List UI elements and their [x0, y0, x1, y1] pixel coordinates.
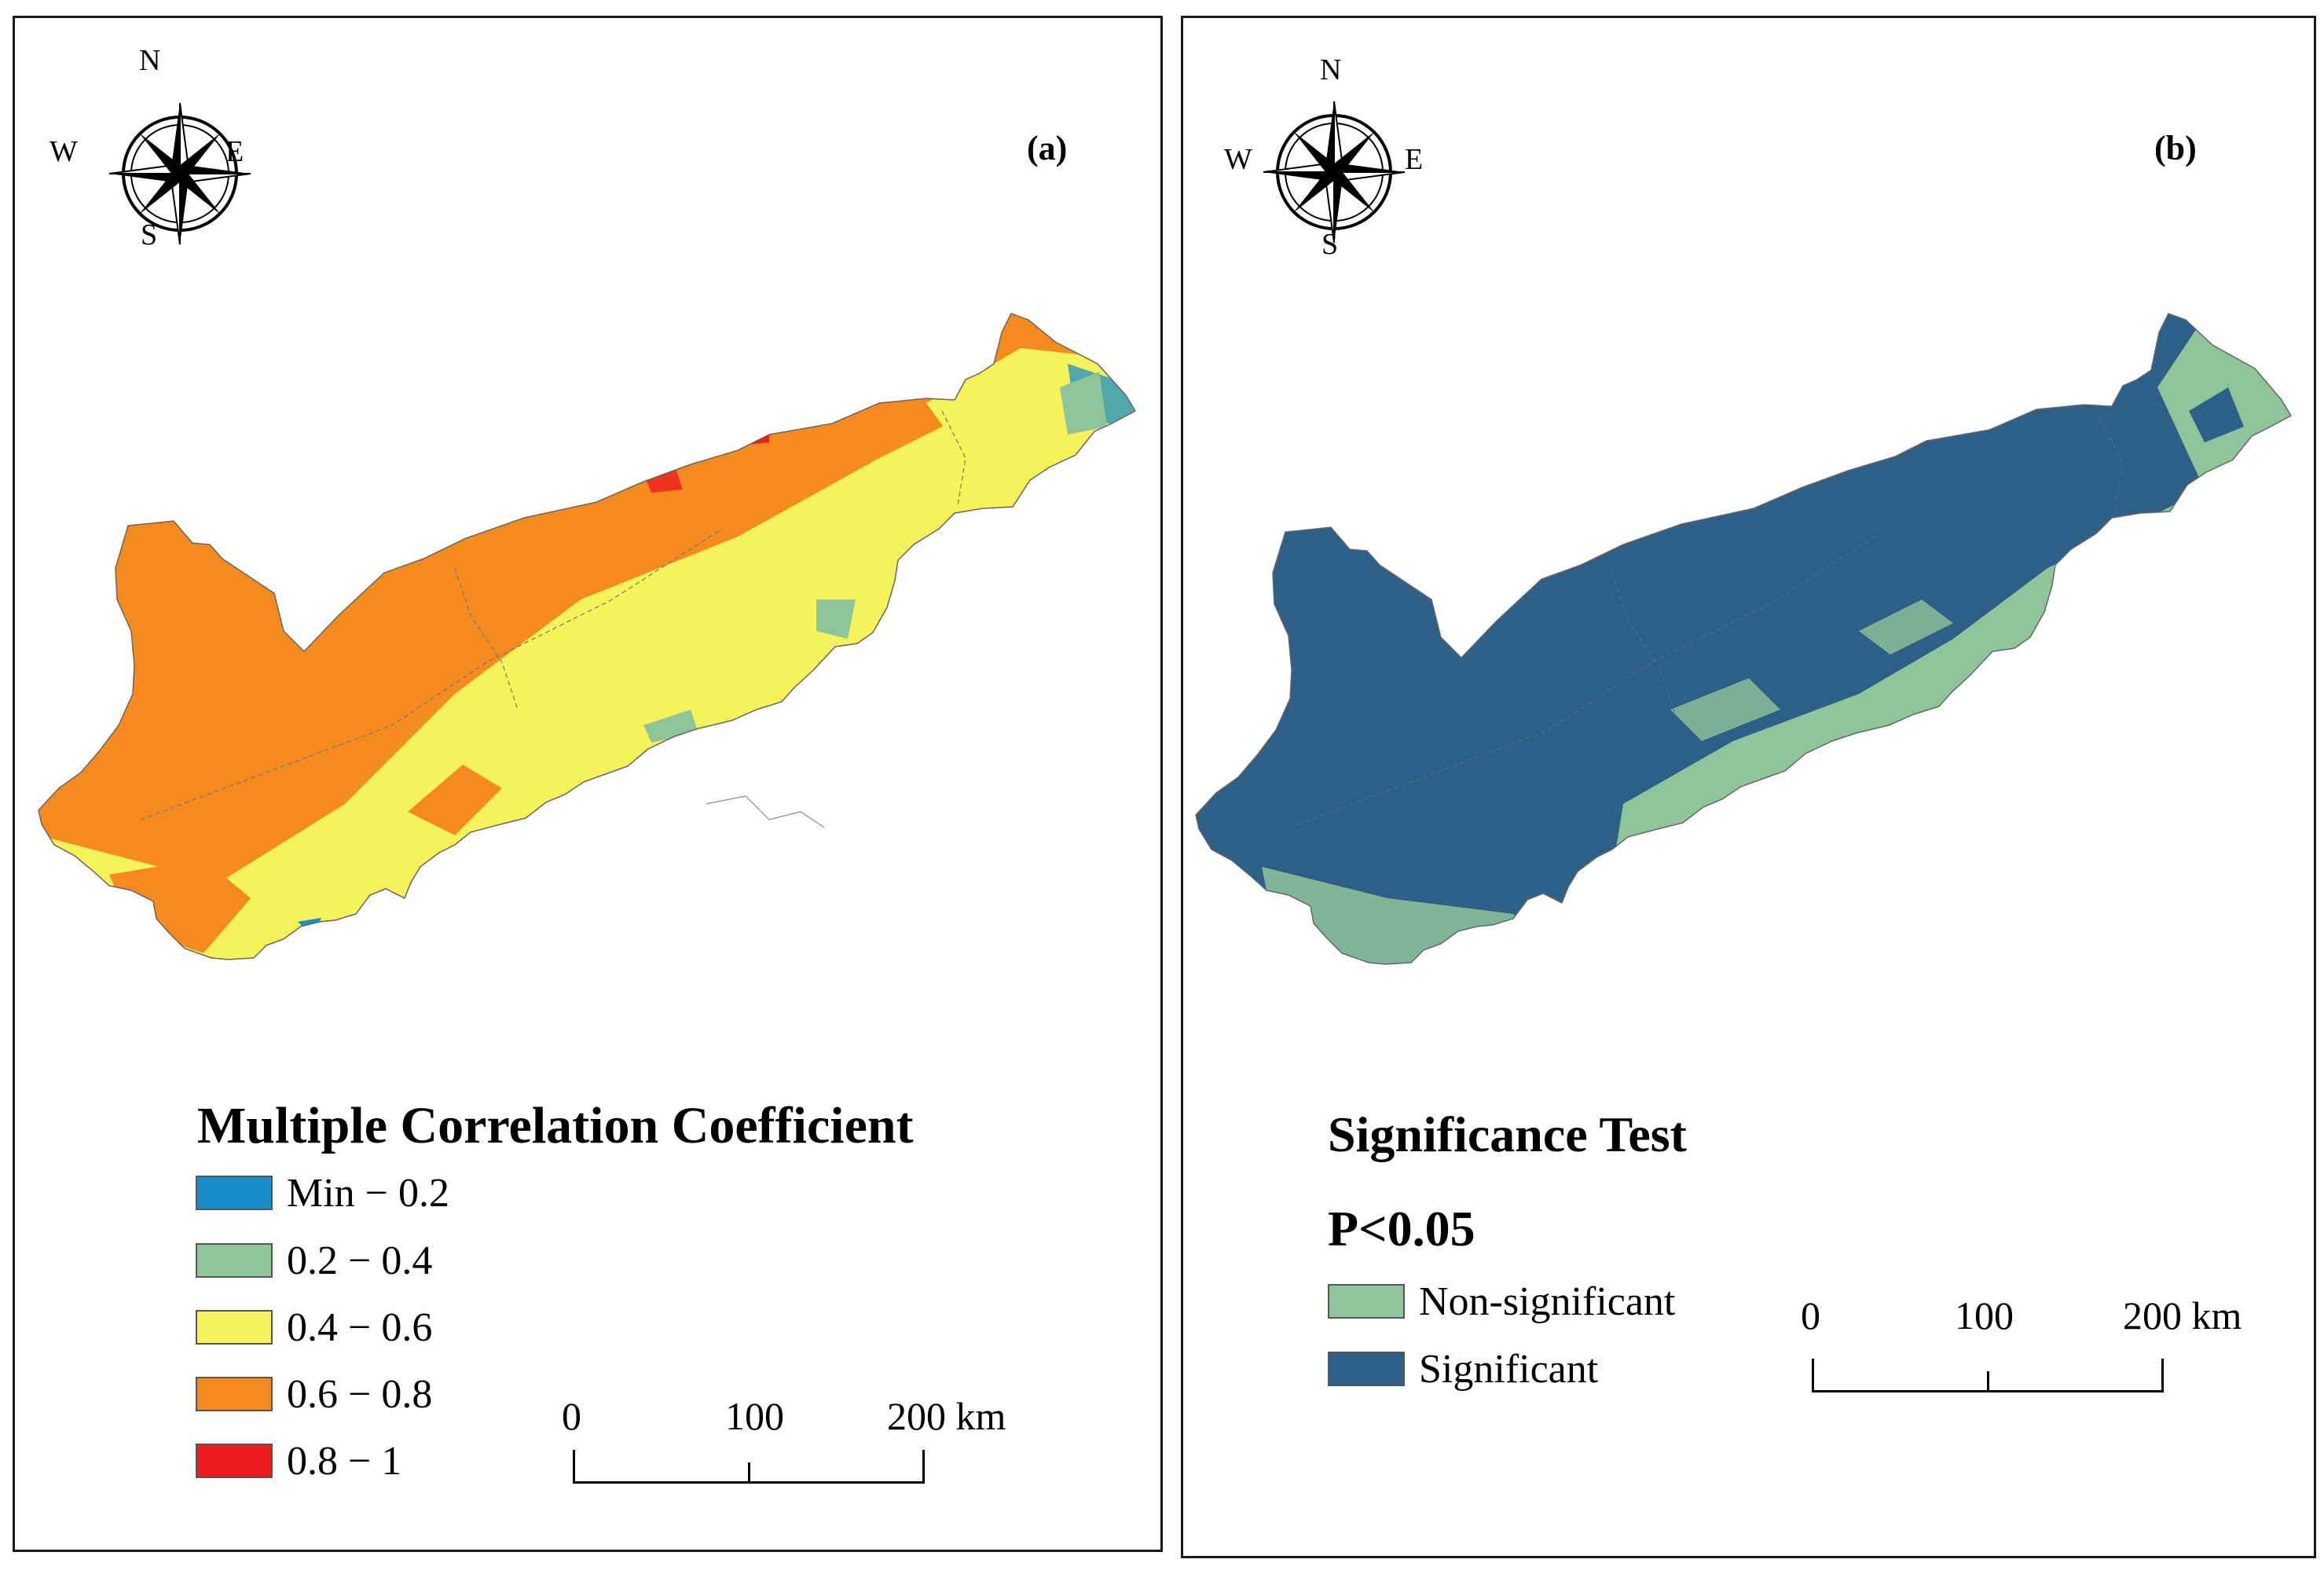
legend-a-item: Min − 0.2	[196, 1170, 450, 1216]
legend-swatch	[196, 1176, 273, 1210]
compass-south-label: S	[141, 218, 158, 251]
map-panel-b: N S W E (b) Significance Test P<0.05 Non…	[1181, 16, 2316, 1558]
scale-tick-100: 100	[725, 1394, 784, 1438]
compass-north-label: N	[139, 44, 161, 77]
compass-west-label: W	[1224, 143, 1252, 176]
scale-tick-200: 200 km	[887, 1394, 1006, 1438]
legend-swatch	[196, 1377, 273, 1411]
scale-tick	[1812, 1359, 1814, 1392]
legend-swatch	[196, 1243, 273, 1278]
scale-tick	[2161, 1359, 2164, 1392]
compass-rose-icon	[1263, 101, 1406, 244]
scale-bar-a: 0 100 200 km	[557, 1393, 1006, 1503]
map-panel-a: N S W E (a) Multiple Correlation Coeffic…	[13, 16, 1163, 1552]
scale-tick	[1987, 1371, 1989, 1392]
compass-rose-icon	[108, 102, 251, 245]
legend-swatch	[1328, 1284, 1405, 1319]
compass-south-label: S	[1321, 228, 1339, 261]
legend-swatch	[196, 1444, 273, 1478]
scale-tick-0: 0	[1801, 1293, 1820, 1337]
legend-label: 0.2 − 0.4	[287, 1238, 433, 1283]
legend-b-item: Non-significant	[1328, 1279, 1675, 1324]
scale-tick-200: 200 km	[2123, 1293, 2242, 1337]
panel-b-label: (b)	[2154, 129, 2197, 167]
legend-a-item: 0.4 − 0.6	[196, 1305, 432, 1350]
legend-a-item: 0.8 − 1	[196, 1439, 401, 1484]
legend-label: 0.6 − 0.8	[287, 1371, 433, 1417]
legend-b-item: Significant	[1328, 1346, 1599, 1392]
map-b-raster	[1196, 314, 2291, 964]
legend-label: 0.8 − 1	[287, 1438, 402, 1484]
legend-swatch	[1328, 1352, 1405, 1386]
legend-swatch	[196, 1310, 273, 1345]
legend-a-item: 0.2 − 0.4	[196, 1238, 432, 1283]
legend-b-title: Significance Test	[1328, 1106, 1687, 1162]
scale-tick	[922, 1450, 925, 1484]
legend-label: Min − 0.2	[287, 1170, 450, 1216]
map-b-canvas	[1195, 313, 2292, 965]
compass-east-label: E	[225, 135, 244, 168]
compass-north-label: N	[1320, 53, 1342, 86]
scale-tick	[748, 1462, 750, 1484]
map-a-canvas	[38, 313, 1136, 960]
compass-west-label: W	[49, 135, 78, 168]
panel-a-label: (a)	[1027, 129, 1068, 167]
scale-bar-b: 0 100 200 km	[1796, 1293, 2283, 1411]
compass-east-label: E	[1405, 143, 1424, 176]
legend-a-title: Multiple Correlation Coefficient	[197, 1097, 914, 1154]
legend-label: Significant	[1419, 1346, 1599, 1392]
legend-a-item: 0.6 − 0.8	[196, 1372, 432, 1417]
scale-tick-100: 100	[1955, 1293, 2014, 1337]
map-a-raster	[38, 314, 1135, 959]
scale-tick-0: 0	[562, 1394, 581, 1438]
legend-label: 0.4 − 0.6	[287, 1304, 433, 1350]
legend-label: Non-significant	[1419, 1279, 1676, 1324]
legend-b-subtitle: P<0.05	[1328, 1201, 1475, 1257]
scale-tick	[573, 1450, 575, 1484]
